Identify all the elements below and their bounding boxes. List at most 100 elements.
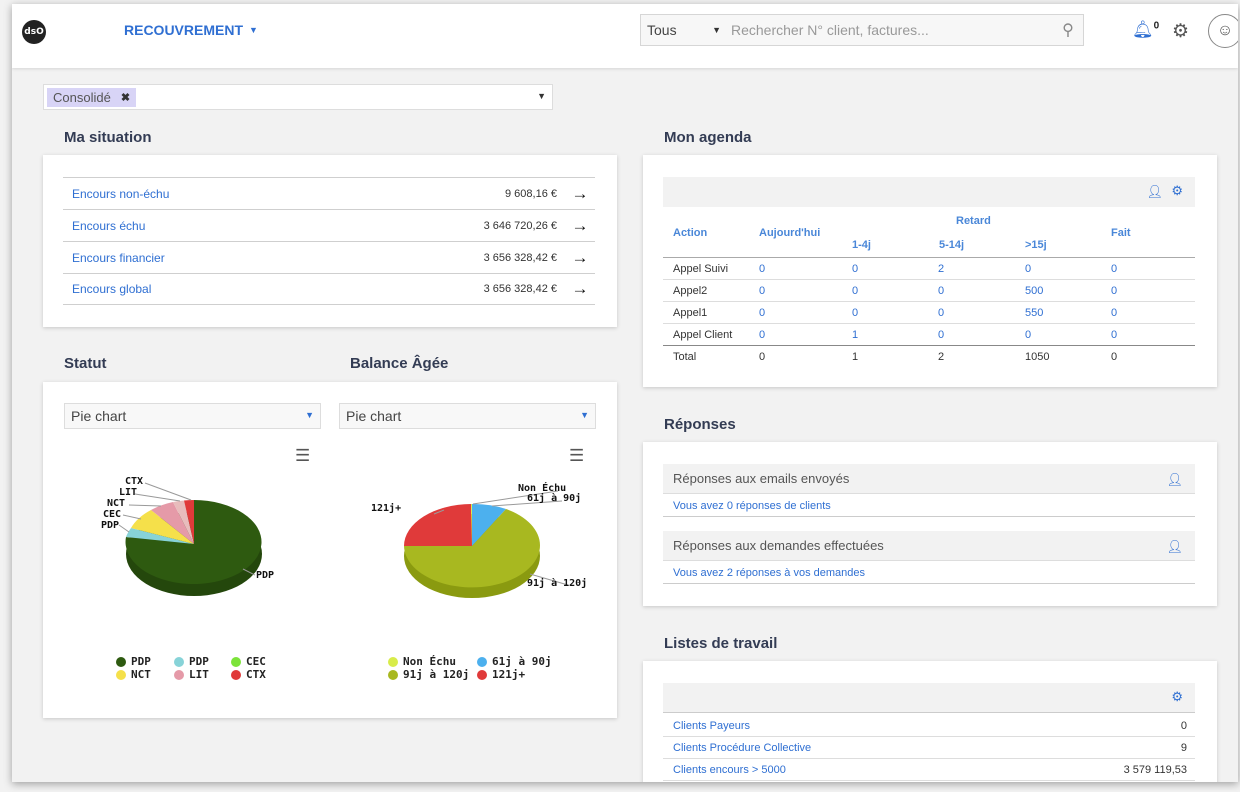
agenda-count[interactable]: 0 [1025,263,1032,275]
pie-label: Non Échu [518,483,567,494]
arrow-right-icon[interactable]: → [571,215,589,235]
worklist-row[interactable]: Clients encours > 5000 3 579 119,53 [663,759,1195,781]
pie-label: PDP [101,520,120,531]
search-input[interactable] [727,22,1053,38]
situation-row-value: 3 646 720,26 € [483,219,557,232]
agenda-count[interactable]: 0 [1111,329,1118,341]
search-icon[interactable]: ⚲ [1062,22,1074,39]
situation-card: Encours non-échu 9 608,16 € → Encours éc… [43,155,617,327]
agenda-count[interactable]: 500 [1025,285,1044,297]
user-remove-icon[interactable]: 👤︎ [1166,539,1183,554]
user-remove-icon[interactable]: 👤︎ [1146,184,1163,199]
agenda-total: 2 [938,351,945,363]
remove-chip-icon[interactable]: ✖ [120,91,131,104]
caret-down-icon: ▼ [580,410,589,420]
legend-item[interactable]: LIT [174,668,209,681]
responses-title: Réponses [664,416,736,433]
legend-dot [388,669,398,680]
agenda-total-row: Total 0 1 2 1050 0 [663,346,1195,368]
worklists-card: ⚙ Clients Payeurs 0 Clients Procédure Co… [643,661,1217,782]
legend-label: CTX [246,668,266,681]
caret-down-icon: ▼ [712,25,721,35]
notifications-button[interactable]: 🔔︎0 [1132,20,1159,40]
legend-item[interactable]: CEC [231,655,266,668]
balance-chart-type-select[interactable]: Pie chart ▼ [339,403,596,429]
legend-item[interactable]: 121j+ [477,668,525,681]
app-logo[interactable]: dsO [22,20,46,44]
agenda-count[interactable]: 0 [759,285,766,297]
legend-label: PDP [189,655,209,668]
user-remove-icon[interactable]: 👤︎ [1166,472,1183,487]
worklist-row[interactable]: Clients Procédure Collective 9 [663,737,1195,759]
entity-filter-select[interactable]: Consolidé ✖ ▼ [43,84,553,110]
worklists-toolbar: ⚙ [663,683,1195,713]
pie-label: NCT [107,498,126,509]
arrow-right-icon[interactable]: → [571,183,589,203]
balance-chart-menu-icon[interactable]: ☰ [569,446,585,465]
statut-pie-chart [118,482,262,596]
user-avatar[interactable]: ☺ [1208,14,1238,48]
agenda-total: 1050 [1025,351,1050,363]
pie-label: 91j à 120j [527,578,588,589]
filter-chip: Consolidé ✖ [47,87,137,107]
col-action: Action [673,227,708,239]
app-module-menu[interactable]: RECOUVREMENT ▼ [124,22,258,38]
statut-chart-type-select[interactable]: Pie chart ▼ [64,403,321,429]
legend-dot [174,656,184,667]
agenda-count[interactable]: 0 [759,329,766,341]
agenda-row: Appel Suivi 0 0 2 0 0 [663,258,1195,280]
legend-item[interactable]: 61j à 90j [477,655,552,668]
notification-count: 0 [1153,20,1160,32]
agenda-count[interactable]: 2 [938,263,945,275]
agenda-count[interactable]: 0 [938,285,945,297]
agenda-count[interactable]: 550 [1025,307,1044,319]
gear-icon[interactable]: ⚙ [1171,689,1183,704]
statut-chart-menu-icon[interactable]: ☰ [295,446,311,465]
worklist-label: Clients Procédure Collective [673,741,812,754]
agenda-row: Appel2 0 0 0 500 0 [663,280,1195,302]
situation-row-label: Encours global [72,282,152,296]
response-heading-label: Réponses aux demandes effectuées [673,538,884,553]
agenda-count[interactable]: 1 [852,329,859,341]
agenda-count[interactable]: 0 [938,329,945,341]
situation-row[interactable]: Encours non-échu 9 608,16 € → [63,177,595,209]
agenda-count[interactable]: 0 [852,263,859,275]
agenda-count[interactable]: 0 [759,307,766,319]
response-detail-link[interactable]: Vous avez 0 réponses de clients [663,495,1195,517]
agenda-count[interactable]: 0 [1025,329,1032,341]
header-divider [663,257,1195,258]
response-heading: Réponses aux emails envoyés 👤︎ [663,464,1195,494]
settings-gear-icon[interactable]: ⚙ [1172,21,1190,42]
legend-item[interactable]: PDP [174,655,209,668]
agenda-count[interactable]: 0 [852,307,859,319]
agenda-count[interactable]: 0 [1111,263,1118,275]
legend-item[interactable]: NCT [116,668,151,681]
situation-row[interactable]: Encours échu 3 646 720,26 € → [63,209,595,241]
response-detail-link[interactable]: Vous avez 2 réponses à vos demandes [663,562,1195,584]
arrow-right-icon[interactable]: → [571,279,589,298]
legend-label: PDP [131,655,151,668]
agenda-count[interactable]: 0 [852,285,859,297]
situation-row[interactable]: Encours global 3 656 328,42 € → [63,273,595,305]
pie-slice-pdp-2 [126,528,194,544]
situation-row-value: 9 608,16 € [505,187,557,200]
situation-title: Ma situation [64,129,152,146]
legend-item[interactable]: PDP [116,655,151,668]
legend-item[interactable]: 91j à 120j [388,668,469,681]
legend-item[interactable]: Non Échu [388,655,456,668]
worklist-row[interactable]: Clients Payeurs 0 [663,715,1195,737]
agenda-action: Appel Client [673,329,733,341]
gear-icon[interactable]: ⚙ [1171,183,1183,198]
app-module-label: RECOUVREMENT [124,22,244,38]
situation-row[interactable]: Encours financier 3 656 328,42 € → [63,241,595,273]
agenda-count[interactable]: 0 [938,307,945,319]
legend-label: 91j à 120j [403,668,470,681]
legend-dot [116,656,126,667]
search-scope-select[interactable]: Tous ▼ [641,22,727,38]
legend-item[interactable]: CTX [231,668,266,681]
agenda-count[interactable]: 0 [1111,307,1118,319]
arrow-right-icon[interactable]: → [571,247,589,267]
pie-slice-non-echu [471,503,472,546]
agenda-count[interactable]: 0 [759,263,766,275]
agenda-count[interactable]: 0 [1111,285,1118,297]
